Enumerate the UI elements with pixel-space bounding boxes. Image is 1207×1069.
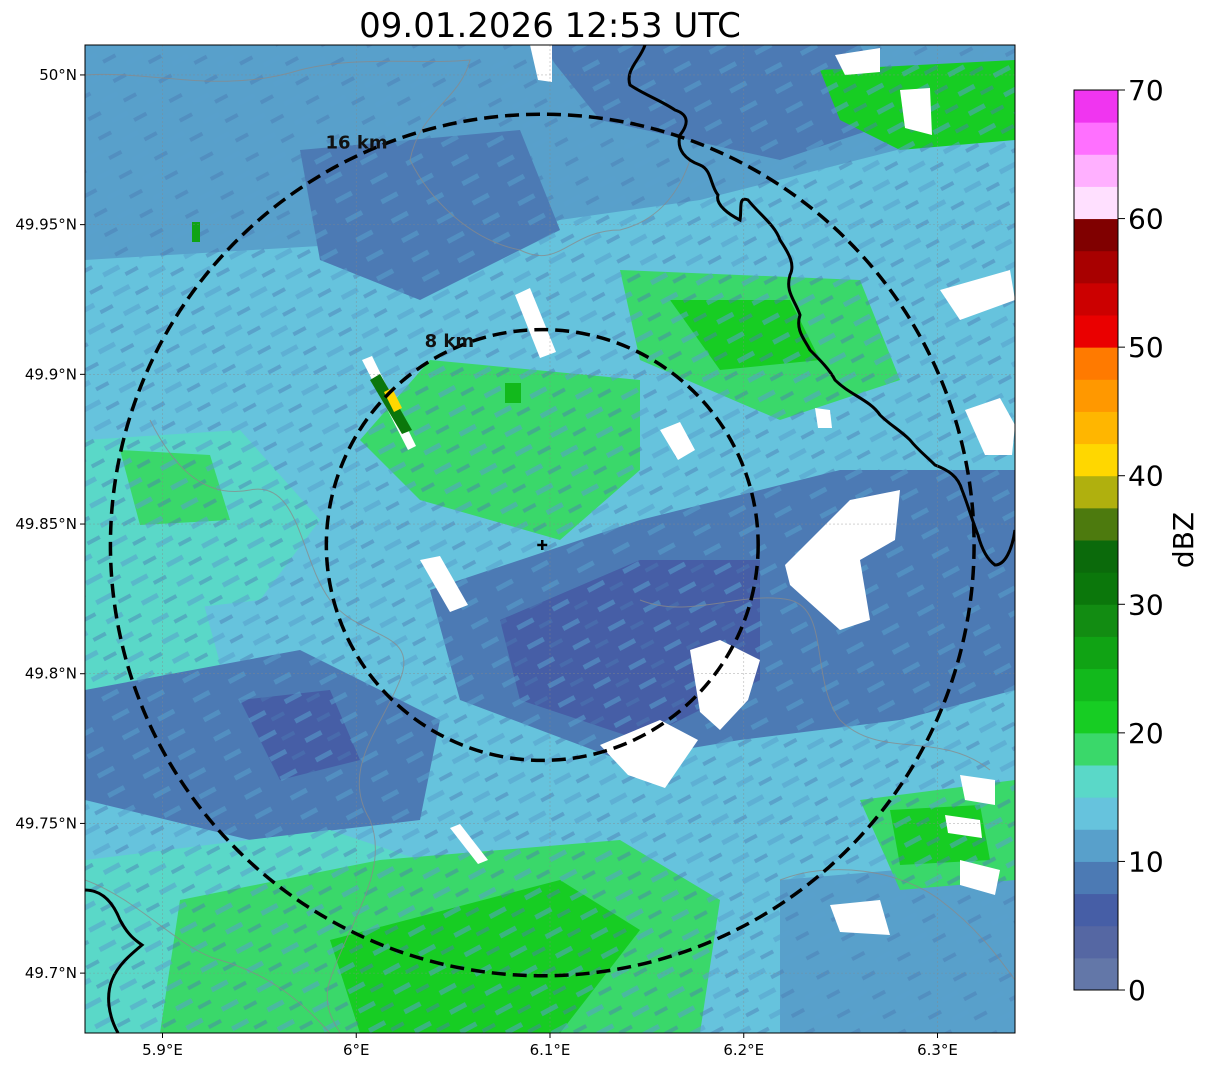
no-echo-patch (815, 408, 832, 428)
no-echo-patch (830, 900, 890, 935)
x-tick-label: 6.2°E (723, 1041, 764, 1059)
no-echo-patch (960, 775, 995, 805)
colorbar-tick-label: 10 (1128, 845, 1164, 878)
national-border (627, 45, 1015, 567)
colorbar-segment (1074, 861, 1118, 895)
y-tick-label: 49.75°N (15, 814, 77, 832)
admin-border (639, 597, 991, 771)
colorbar-segment (1074, 765, 1118, 798)
no-echo-patch (660, 422, 695, 460)
map-gridlines (85, 45, 1015, 1033)
no-echo-patch (900, 88, 932, 135)
x-tick-label: 5.9°E (142, 1041, 183, 1059)
colorbar-segment (1074, 443, 1118, 477)
colorbar-segment (1074, 250, 1118, 284)
no-echo-patch (835, 48, 880, 75)
colorbar-tick-label: 20 (1128, 717, 1164, 750)
colorbar-segment (1074, 90, 1118, 123)
no-echo-patch (960, 860, 1000, 895)
colorbar-segment (1074, 957, 1118, 991)
no-echo-patches (420, 45, 1015, 935)
colorbar-segment (1074, 347, 1118, 380)
no-echo-patch (965, 398, 1015, 455)
colorbar-frame (1073, 89, 1119, 991)
colorbar-tick-label: 30 (1128, 588, 1164, 621)
x-axis-ticks: 5.9°E 6°E 6.1°E 6.2°E 6.3°E (142, 1033, 958, 1059)
no-echo-patch (530, 45, 552, 82)
national-border (85, 888, 145, 1033)
colorbar-segment (1074, 925, 1118, 959)
x-tick-label: 6.3°E (917, 1041, 958, 1059)
y-tick-label: 49.9°N (25, 365, 77, 383)
range-ring-label: 8 km (425, 331, 475, 352)
x-tick-label: 6°E (343, 1041, 370, 1059)
y-tick-label: 50°N (39, 66, 77, 84)
colorbar-tick-label: 70 (1128, 74, 1164, 107)
colorbar-segment (1074, 700, 1118, 734)
colorbar-segment (1074, 540, 1118, 573)
colorbar-segment (1074, 411, 1118, 445)
admin-border (85, 879, 331, 1033)
no-echo-patch (945, 815, 982, 838)
colorbar-segment (1074, 507, 1118, 541)
colorbar-segment (1074, 122, 1118, 155)
no-echo-patch (420, 556, 468, 612)
y-axis-ticks: 50°N 49.95°N 49.9°N 49.85°N 49.8°N 49.75°N 49.… (15, 66, 85, 982)
radar-map (85, 45, 1015, 1033)
colorbar-segment (1074, 636, 1118, 670)
colorbar-segment (1074, 893, 1118, 927)
no-echo-patch (940, 270, 1015, 320)
range-rings (108, 112, 976, 978)
range-ring (324, 327, 760, 763)
admin-border (149, 419, 405, 1033)
x-tick-label: 6.1°E (530, 1041, 571, 1059)
no-echo-patch (515, 288, 556, 358)
colorbar-segment (1074, 732, 1118, 766)
radar-site-marker (537, 539, 548, 550)
colorbar-tick-label: 60 (1128, 203, 1164, 236)
strong-echo-cell (505, 383, 521, 403)
range-ring (108, 112, 976, 978)
colorbar-segment (1074, 797, 1118, 830)
no-echo-patch (785, 490, 900, 630)
range-ring-labels: 8 km 16 km (326, 133, 475, 352)
colorbar-segment (1074, 572, 1118, 605)
colorbar-segment (1074, 829, 1118, 862)
no-echo-patch (690, 640, 760, 730)
no-echo-patch (450, 824, 488, 864)
colorbar-tick-label: 50 (1128, 331, 1164, 364)
y-tick-label: 49.7°N (25, 964, 77, 982)
colorbar-segment (1074, 315, 1118, 348)
colorbar-tick-label: 40 (1128, 460, 1164, 493)
y-tick-label: 49.85°N (15, 515, 77, 533)
y-tick-label: 49.8°N (25, 665, 77, 683)
national-borders (85, 45, 1015, 1033)
colorbar-segment (1074, 282, 1118, 316)
colorbar-tick-label: 0 (1128, 974, 1146, 1007)
colorbar-segment (1074, 604, 1118, 637)
colorbar-label: dBZ (1167, 512, 1200, 568)
colorbar-segment (1074, 154, 1118, 187)
colorbar-segment (1074, 379, 1118, 412)
colorbar-segment (1074, 668, 1118, 702)
no-echo-patch (600, 720, 698, 788)
y-tick-label: 49.95°N (15, 216, 77, 234)
colorbar-segment (1074, 475, 1118, 509)
range-ring-label: 16 km (326, 133, 388, 154)
strong-echo-cell (192, 222, 200, 242)
colorbar: 0 10 20 30 40 50 60 70 dBZ (1073, 74, 1200, 1007)
colorbar-segment (1074, 186, 1118, 220)
figure-title: 09.01.2026 12:53 UTC (359, 6, 741, 46)
colorbar-segment (1074, 218, 1118, 252)
